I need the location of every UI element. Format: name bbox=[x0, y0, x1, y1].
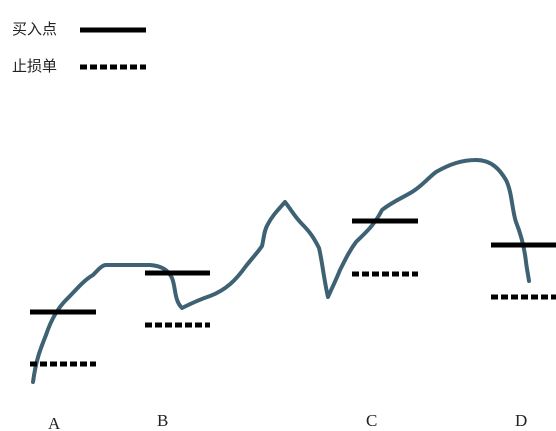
point-labels: A B C D bbox=[48, 411, 527, 431]
legend-stop-label: 止损单 bbox=[12, 57, 57, 75]
price-curve bbox=[31, 158, 531, 384]
stop-levels bbox=[30, 271, 556, 367]
point-label-b: B bbox=[157, 411, 168, 430]
point-label-a: A bbox=[48, 414, 61, 431]
entry-levels bbox=[30, 218, 556, 315]
point-label-c: C bbox=[366, 411, 377, 430]
legend: 买入点 止损单 bbox=[12, 20, 146, 75]
legend-entry-label: 买入点 bbox=[12, 20, 57, 38]
point-label-d: D bbox=[515, 411, 527, 430]
